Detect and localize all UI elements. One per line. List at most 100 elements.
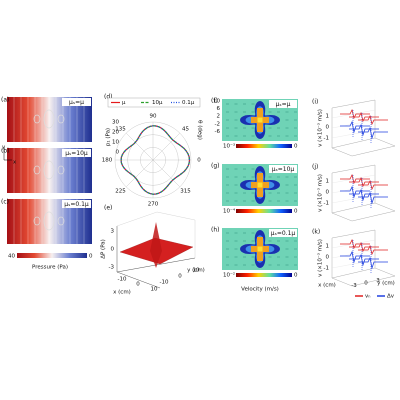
y-tick-label: 10 [193,268,200,274]
axis-box [331,99,396,157]
x-tick-label: -10 [118,277,127,283]
annotation: μₛ=10μ [272,166,295,173]
y-tick-label: -10 [160,280,169,286]
angle-label: 225 [115,189,126,195]
y-tick-label: 1 [326,179,330,185]
scatterer [57,114,65,124]
radial-tick-label: 10 [112,140,119,146]
annotation: μₛ=μ [276,101,291,108]
legend-label: Δv [387,294,395,300]
angle-label: 270 [148,202,159,208]
x-tick-label: 10 [151,287,158,293]
y-tick-label: -1 [324,266,329,272]
radial-tick-label: 30 [112,120,119,126]
y-tick-label: -1 [324,201,329,207]
colorbar [17,253,87,258]
x-tick-label: 3 [376,278,380,284]
y-title: v (×10⁻³ m/s) [317,174,324,212]
grid-line [331,129,376,139]
colorbar-label: 10⁻² [223,272,235,279]
grid-line [331,249,376,259]
y-tick-label: -1 [324,136,329,142]
panel-label: (h) [211,227,219,234]
grid-line [331,239,376,249]
grid-line [331,174,376,184]
z-title: ΔP (Pa) [101,239,107,259]
annotation-box [269,165,297,173]
x-tick-label: 0 [364,281,368,287]
axis-box [331,164,396,222]
y-tick-label: 10 [213,99,220,105]
legend-label: 0.1μ [182,100,195,106]
y-tick-label: 0 [326,255,330,261]
panel-label: (d) [104,94,113,101]
annotation: μₛ=0.1μ [64,201,89,208]
x-title: x (cm) [113,290,131,296]
y-tick-label: 0 [178,274,182,280]
annotation-box [62,200,91,208]
angle-label: 180 [102,158,113,164]
colorbar-label: 40 [8,254,15,260]
colorbar-title: Velocity (m/s) [241,287,279,293]
legend-box [107,97,201,108]
scatterer [57,165,65,175]
grid-line [331,109,376,119]
colorbar-label: 10⁻³ [223,143,235,150]
scatterer [43,211,55,231]
colorbar-label: 10⁻⁴ [223,208,236,215]
angle-label: 315 [180,189,191,195]
annotation-box [62,149,91,157]
annotation-box [269,100,297,108]
x-tick-label: -3 [351,283,357,289]
radial-tick-label: 20 [112,130,119,136]
angle-label: 0 [197,158,201,164]
scatterer [33,165,41,175]
z-tick-label: 3 [111,229,115,235]
scatterer [43,109,55,129]
angle-title: θ (deg) [197,120,203,140]
scatterer [33,216,41,226]
y-tick-label: 1 [326,114,330,120]
angle-label: 90 [150,114,157,120]
colorbar-title: Pressure (Pa) [32,265,68,271]
axis-box [331,229,396,287]
colorbar [236,209,292,213]
angle-label: 45 [182,126,189,132]
colorbar-label: 0 [294,273,298,279]
profile-line [340,185,370,199]
panel-label: (j) [312,164,318,171]
annotation-box [62,98,91,106]
radial-tick-label: 0 [116,150,120,156]
angle-label: 135 [115,126,126,132]
surface-spike [150,222,162,268]
scatterer [57,216,65,226]
grid-line [331,184,376,194]
y-tick-label: 0 [326,190,330,196]
polar-spoke [152,132,181,161]
scatterer [43,160,55,180]
panel-label: (i) [312,99,318,106]
polar-spoke [125,132,154,161]
x-tick-label: 0 [136,282,140,288]
panel-label: (a) [1,97,9,104]
annotation: μₛ=0.1μ [271,230,296,237]
annotation: μₛ=10μ [65,150,88,157]
y-title: y (cm) [187,268,205,274]
y-tick-label: 2 [217,114,221,120]
core-center [257,246,263,252]
polar-curve [120,125,191,195]
colorbar-label: 0 [89,254,93,260]
panel-label: (c) [1,199,9,206]
y-tick-label: 1 [326,244,330,250]
colorbar-label: 0 [294,144,298,150]
panel-label: (e) [104,205,112,212]
grid-line [331,194,376,204]
annotation-box [269,229,297,237]
z-tick-label: 0 [111,247,115,253]
y-title: v (×10⁻³ m/s) [317,109,324,147]
y-tick-label: 6 [217,106,221,112]
polar-spoke [152,159,181,188]
panel-label: (b) [1,148,10,155]
legend-label: μ [122,100,126,106]
